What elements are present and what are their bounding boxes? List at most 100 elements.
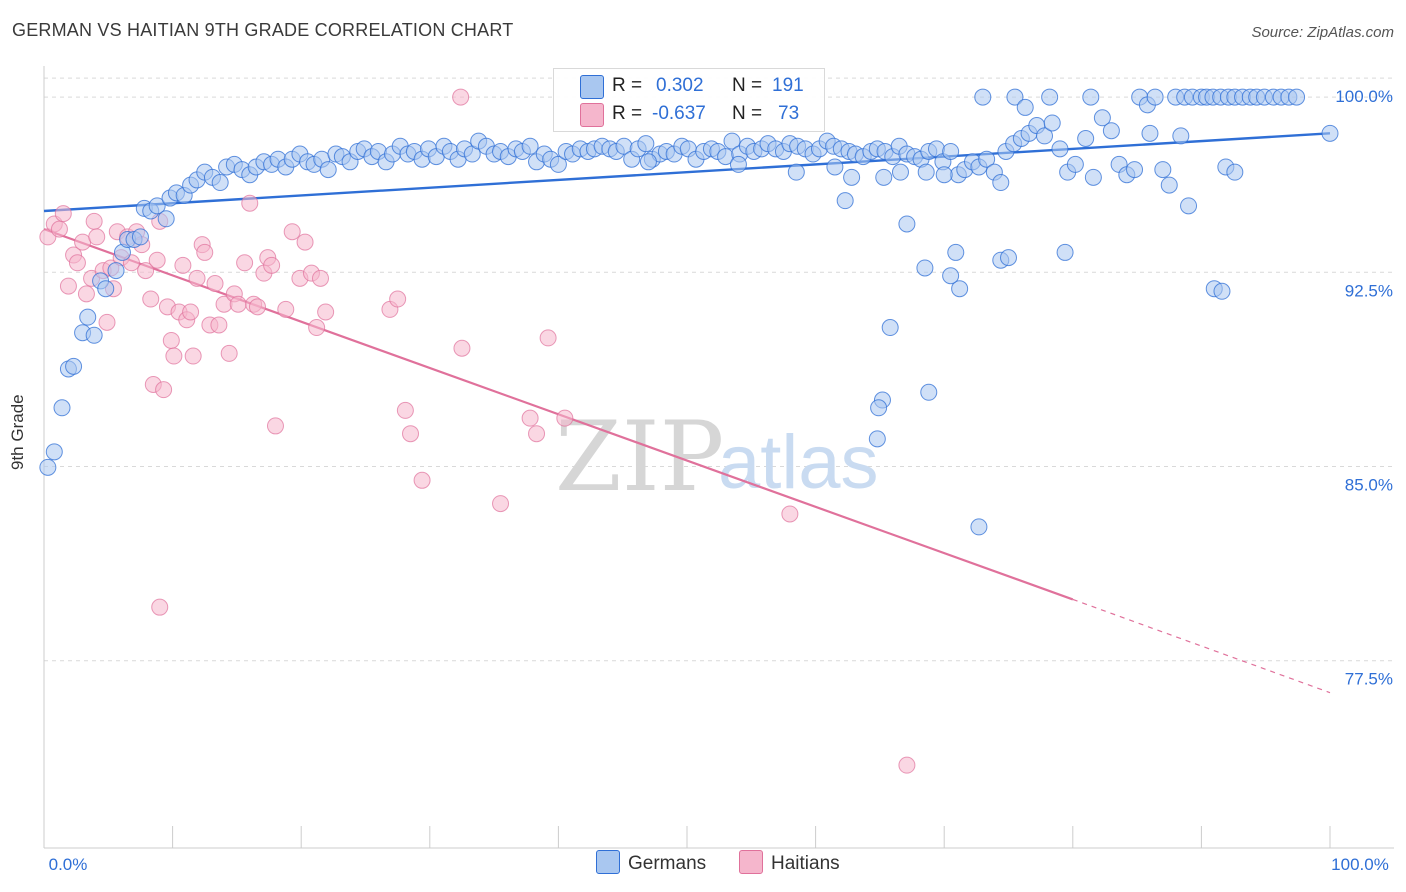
german-point	[868, 430, 886, 448]
german-point	[1126, 161, 1144, 179]
haitian-point	[54, 205, 72, 223]
haitian-point	[155, 381, 173, 399]
germans-n-label: N =	[732, 75, 763, 96]
haitian-point	[492, 495, 510, 513]
german-point	[1006, 88, 1024, 106]
german-point	[787, 163, 805, 181]
watermark-zip: ZIP	[555, 401, 724, 513]
haitian-point	[781, 505, 799, 523]
haitians-n-value: 73	[778, 103, 800, 124]
haitian-point	[77, 285, 95, 303]
german-point	[157, 210, 175, 228]
bottom-legend-haitians: Haitians	[739, 850, 840, 876]
german-point	[947, 243, 965, 261]
german-point	[1154, 161, 1172, 179]
y-tick-labels: 100.0% 92.5% 85.0% 77.5%	[1335, 87, 1393, 689]
german-point	[992, 174, 1010, 192]
german-point	[917, 163, 935, 181]
german-point	[920, 383, 938, 401]
german-point	[1321, 124, 1339, 142]
haitian-point	[59, 277, 77, 295]
german-point	[148, 197, 166, 215]
german-point	[1084, 168, 1102, 186]
german-point	[1093, 109, 1111, 127]
haitians-r-label: R =	[612, 103, 643, 124]
german-point	[1041, 88, 1059, 106]
german-point	[637, 135, 655, 153]
german-point	[942, 267, 960, 285]
german-point	[1226, 163, 1244, 181]
haitian-point	[402, 425, 420, 443]
german-point	[131, 228, 149, 246]
haitian-point	[196, 243, 214, 261]
haitian-point	[277, 300, 295, 318]
german-point	[1146, 88, 1164, 106]
x-tick-label: 100.0%	[1331, 855, 1389, 874]
german-point	[97, 280, 115, 298]
haitian-point	[162, 331, 180, 349]
german-point	[870, 399, 888, 417]
german-point	[729, 155, 747, 173]
haitian-point	[151, 598, 169, 616]
haitian-point	[174, 256, 192, 274]
haitians-swatch	[580, 103, 604, 127]
haitian-point	[311, 269, 329, 287]
german-point	[521, 137, 539, 155]
german-point	[45, 443, 63, 461]
haitian-point	[241, 194, 259, 212]
german-point	[39, 458, 57, 476]
haitian-point	[142, 290, 160, 308]
german-point	[319, 161, 337, 179]
legend-row-haitians: R = -0.637 N = 73	[554, 101, 824, 127]
haitian-point	[263, 256, 281, 274]
germans-n-value: 191	[772, 75, 804, 96]
german-point	[723, 132, 741, 150]
german-point	[935, 166, 953, 184]
bottom-germans-label: Germans	[628, 853, 707, 875]
german-point	[974, 88, 992, 106]
german-point	[881, 319, 899, 337]
haitian-point	[396, 401, 414, 419]
haitian-point	[236, 254, 254, 272]
germans-swatch	[580, 75, 604, 99]
source-label: Source: ZipAtlas.com	[1251, 24, 1394, 41]
german-point	[970, 518, 988, 536]
german-point	[978, 150, 996, 168]
german-point	[549, 155, 567, 173]
german-point	[898, 215, 916, 233]
bottom-haitians-swatch	[739, 850, 763, 874]
haitian-point	[389, 290, 407, 308]
watermark-atlas: atlas	[718, 420, 879, 505]
german-point	[826, 158, 844, 176]
haitian-point	[206, 275, 224, 293]
haitian-point	[453, 339, 471, 357]
german-point	[942, 142, 960, 160]
german-point	[1102, 122, 1120, 140]
german-point	[951, 280, 969, 298]
haitian-point	[556, 409, 574, 427]
haitian-point	[898, 756, 916, 774]
haitian-point	[308, 319, 326, 337]
german-point	[1180, 197, 1198, 215]
german-point	[1043, 114, 1061, 132]
german-point	[1000, 249, 1017, 267]
german-point	[1082, 88, 1100, 106]
chart-title: GERMAN VS HAITIAN 9TH GRADE CORRELATION …	[12, 20, 514, 40]
haitian-point	[296, 233, 314, 251]
germans-r-value: 0.302	[656, 75, 704, 96]
watermark: ZIP atlas	[555, 401, 879, 513]
legend-row-germans: R = 0.302 N = 191	[554, 73, 824, 99]
bottom-haitians-label: Haitians	[771, 853, 840, 875]
haitian-point	[85, 212, 103, 230]
german-point	[1036, 127, 1054, 145]
german-point	[53, 399, 71, 417]
german-point	[836, 192, 854, 210]
german-point	[1051, 140, 1069, 158]
german-point	[891, 163, 909, 181]
haitian-point	[452, 88, 470, 106]
german-point	[916, 259, 934, 277]
haitian-point	[229, 295, 247, 313]
haitian-point	[88, 228, 106, 246]
germans-trend-line	[43, 132, 1331, 213]
